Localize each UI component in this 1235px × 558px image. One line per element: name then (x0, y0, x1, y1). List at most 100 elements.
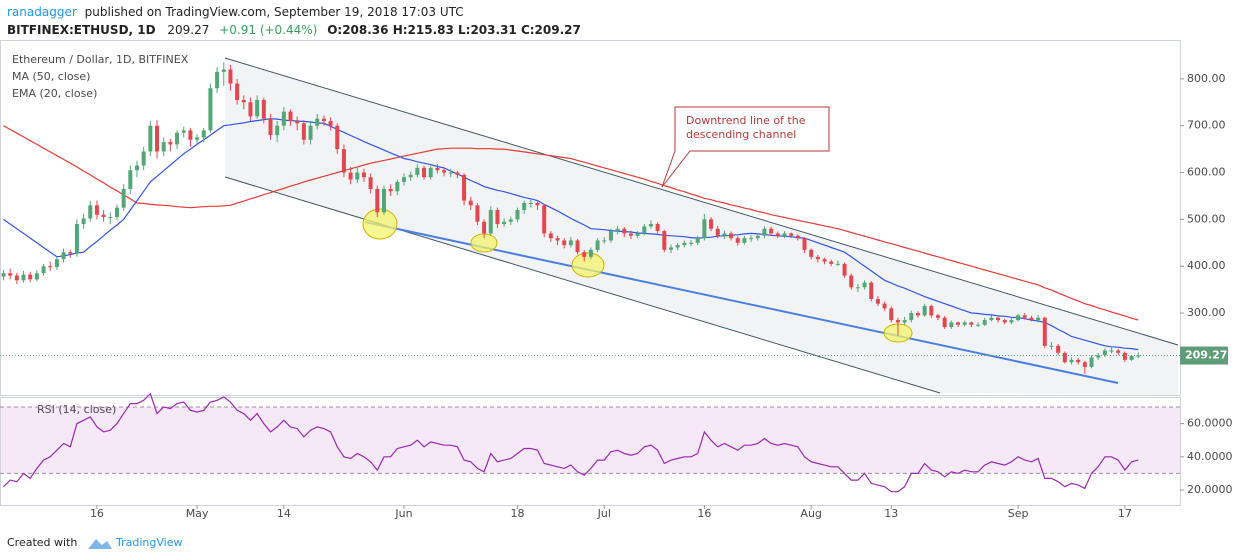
candle-body (535, 202, 540, 206)
brand-logo (88, 539, 112, 549)
candle-body (175, 132, 180, 145)
x-tick-label: 16 (697, 507, 711, 520)
candle-body (989, 317, 994, 321)
ohlc: O:208.36 H:215.83 L:203.31 C:209.27 (327, 23, 581, 37)
candle-body (335, 125, 340, 150)
candle-body (735, 238, 740, 243)
candle-body (442, 170, 447, 173)
candle-body (248, 102, 253, 117)
candle-body (755, 235, 760, 239)
candle-body (128, 170, 133, 189)
candle-body (842, 263, 847, 276)
candle-body (548, 233, 553, 239)
candle-body (321, 118, 326, 122)
candle-body (1049, 345, 1054, 347)
x-tick-label: 18 (510, 507, 524, 520)
candle-body (34, 273, 39, 280)
candle-body (769, 228, 774, 234)
x-tick-label: 13 (884, 507, 898, 520)
candle-body (869, 282, 874, 299)
callout-box (661, 106, 830, 188)
candle-body (135, 165, 139, 171)
candle-body (515, 210, 520, 220)
candle-body (235, 83, 240, 100)
change: +0.91 (+0.44%) (219, 23, 317, 37)
candle-body (261, 99, 266, 119)
y-tick-label: 800.00 (1187, 72, 1226, 85)
candle-body (969, 322, 974, 325)
candle-body (942, 317, 947, 328)
candle-body (141, 151, 146, 166)
last-price-box (1180, 346, 1228, 365)
candle-body (669, 247, 673, 250)
y-tick-label: 600.00 (1187, 166, 1226, 179)
candle-body (902, 320, 907, 323)
candle-body (915, 313, 920, 316)
candle-body (288, 111, 293, 122)
candle-body (809, 249, 814, 257)
candle-body (208, 88, 213, 131)
candle-body (308, 125, 313, 140)
author[interactable]: ranadagger (7, 5, 77, 19)
x-tick-label: Jun (394, 507, 412, 520)
candle-body (315, 118, 320, 126)
candle-body (1129, 355, 1134, 360)
symbol: BITFINEX:ETHUSD, 1D (7, 23, 156, 37)
candle-body (976, 324, 981, 326)
rsi-title: RSI (14, close) (37, 403, 116, 416)
last-price-label: 209.27 (1185, 349, 1227, 362)
channel-lower (224, 176, 941, 394)
candle-body (495, 210, 500, 225)
candle-body (822, 259, 827, 262)
candle-body (882, 303, 887, 309)
candle-body (936, 315, 940, 318)
candle-body (74, 224, 79, 254)
legend-entry: MA (50, close) (12, 70, 90, 83)
candle-body (1116, 350, 1121, 353)
candle-body (855, 287, 860, 289)
candle-body (475, 205, 480, 222)
candle-body (689, 242, 694, 244)
y-tick-label: 400.00 (1187, 259, 1226, 272)
candle-body (148, 125, 153, 152)
published: published on TradingView.com, September … (85, 5, 464, 19)
candle-body (715, 228, 720, 236)
candle-body (1069, 359, 1074, 363)
candle-body (395, 181, 400, 192)
touch-markers (362, 208, 913, 343)
candle-body (448, 172, 453, 174)
candle-body (615, 228, 620, 232)
chart-title: Ethereum / Dollar, 1D, BITFINEX (12, 53, 189, 66)
candle-body (528, 202, 533, 204)
candle-body (1009, 320, 1014, 323)
candle-body (996, 317, 1001, 321)
candle-body (181, 130, 186, 133)
candle-body (1, 273, 6, 277)
candle-body (742, 238, 747, 243)
candle-body (1036, 317, 1041, 321)
candle-body (1122, 352, 1127, 360)
candle-body (375, 188, 380, 213)
rsi-tick-label: 60.0000 (1187, 417, 1233, 430)
candle-body (428, 167, 433, 178)
x-tick-label: 16 (90, 507, 104, 520)
rsi-tick-label: 40.0000 (1187, 450, 1233, 463)
candle-body (61, 252, 66, 260)
candle-body (341, 149, 346, 173)
candle-body (415, 167, 420, 175)
candle-body (815, 256, 820, 260)
candle-body (1096, 355, 1101, 358)
candle-body (588, 249, 593, 257)
candle-body (789, 233, 794, 236)
footer-brand[interactable]: TradingView (115, 536, 182, 549)
candle-body (402, 177, 406, 182)
candle-body (522, 202, 527, 211)
candle-body (982, 320, 987, 325)
candle-body (1042, 317, 1047, 346)
candle-body (675, 245, 680, 248)
candle-body (782, 233, 787, 236)
candle-body (121, 188, 126, 208)
candle-body (88, 205, 93, 219)
candle-body (1109, 350, 1114, 352)
